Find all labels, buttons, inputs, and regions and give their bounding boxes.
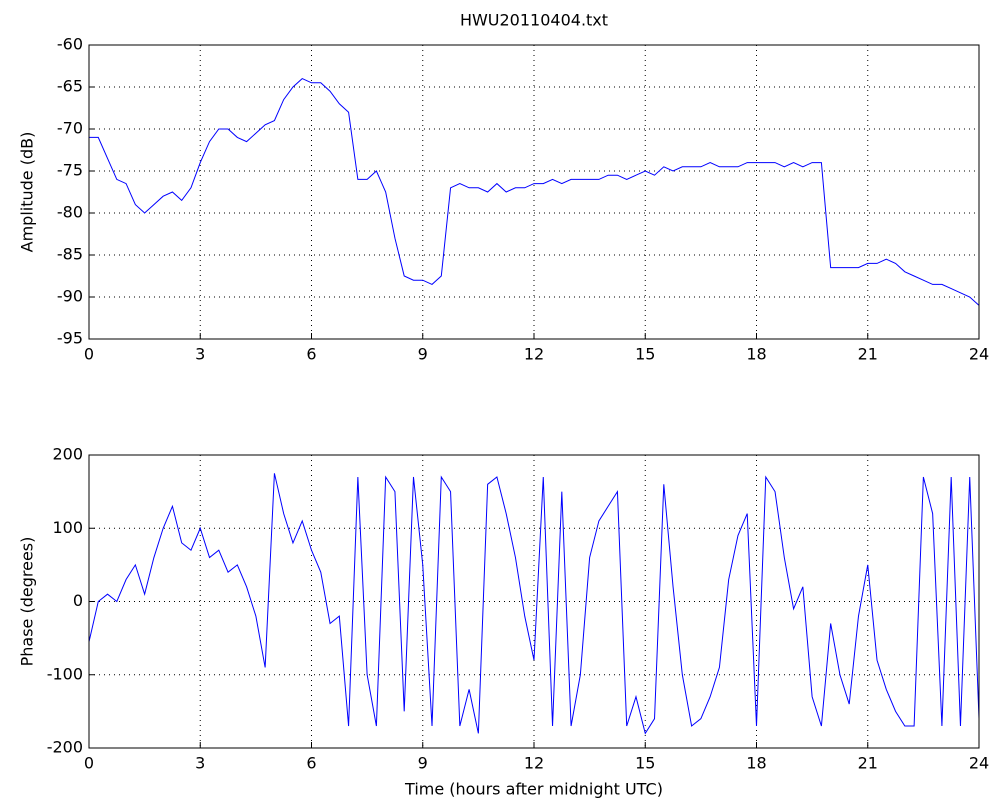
x-tick-label: 0: [84, 754, 94, 773]
y-tick-label: -75: [57, 161, 83, 180]
y-tick-label: 0: [73, 591, 83, 610]
x-tick-label: 12: [524, 345, 544, 364]
x-tick-label: 6: [306, 345, 316, 364]
axes-frame: [88, 454, 980, 749]
plot-area: [89, 45, 979, 339]
y-tick-label: -65: [57, 77, 83, 96]
data-line: [88, 473, 980, 735]
y-tick-label: 100: [52, 518, 83, 537]
data-line: [89, 78, 980, 306]
x-tick-label: 18: [746, 345, 766, 364]
x-tick-label: 21: [858, 345, 878, 364]
y-tick-label: -200: [47, 738, 83, 757]
x-tick-label: 9: [418, 345, 428, 364]
x-tick-label: 12: [524, 754, 544, 773]
x-tick-label: 15: [635, 345, 655, 364]
x-tick-label: 9: [418, 754, 428, 773]
x-tick-label: 3: [195, 345, 205, 364]
y-tick-label: -85: [57, 245, 83, 264]
y-tick-label: 200: [52, 445, 83, 464]
x-tick-label: 21: [858, 754, 878, 773]
x-tick-label: 24: [969, 754, 989, 773]
y-tick-label: -100: [47, 664, 83, 683]
x-tick-label: 6: [306, 754, 316, 773]
x-tick-label: 15: [635, 754, 655, 773]
y-tick-label: -60: [57, 35, 83, 54]
x-tick-label: 3: [195, 754, 205, 773]
x-tick-label: 24: [969, 345, 989, 364]
y-axis-label: Phase (degrees): [18, 537, 37, 667]
axes-frame: [88, 44, 980, 340]
x-tick-label: 18: [746, 754, 766, 773]
y-axis-label: Amplitude (dB): [18, 132, 37, 253]
y-tick-label: -90: [57, 287, 83, 306]
chart-title: HWU20110404.txt: [460, 11, 608, 30]
y-tick-label: -95: [57, 329, 83, 348]
y-tick-label: -70: [57, 119, 83, 138]
x-tick-label: 0: [84, 345, 94, 364]
x-axis-label: Time (hours after midnight UTC): [404, 780, 663, 799]
y-tick-label: -80: [57, 203, 83, 222]
